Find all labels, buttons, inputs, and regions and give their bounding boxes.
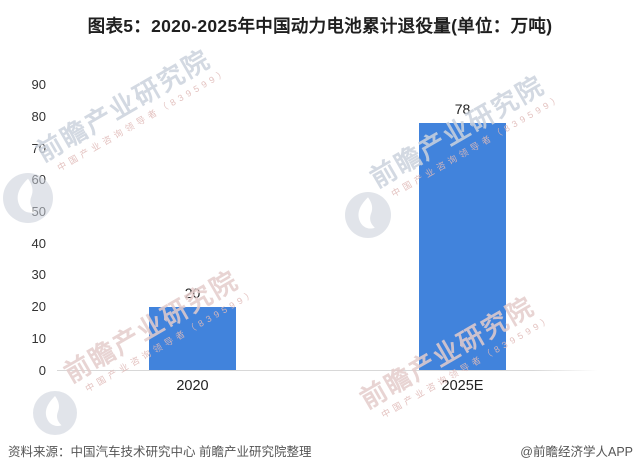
y-tick-label: 10 [31,330,46,346]
chart-title: 图表5：2020-2025年中国动力电池累计退役量(单位：万吨) [87,16,553,36]
category-label: 2025E [441,377,484,394]
bar-value-label: 20 [184,285,201,302]
bar-2020 [149,307,236,371]
category-label: 2020 [176,377,209,394]
y-tick-label: 0 [38,362,46,378]
bar-2025E [419,123,506,371]
y-tick-label: 40 [31,235,46,251]
source-note: 资料来源：中国汽车技术研究中心 前瞻产业研究院整理 [8,445,312,459]
brand-credit: @前瞻经济学人APP [520,445,633,459]
y-tick-label: 70 [31,140,46,156]
y-tick-label: 80 [31,108,46,124]
y-tick-label: 20 [31,299,46,315]
y-tick-label: 90 [31,77,46,93]
x-axis-line [57,370,598,371]
y-tick-label: 50 [31,203,46,219]
footer-row: 资料来源：中国汽车技术研究中心 前瞻产业研究院整理 @前瞻经济学人APP [8,441,633,460]
y-tick-label: 60 [31,172,46,188]
bar-value-label: 78 [454,101,471,118]
y-tick-label: 30 [31,267,46,283]
